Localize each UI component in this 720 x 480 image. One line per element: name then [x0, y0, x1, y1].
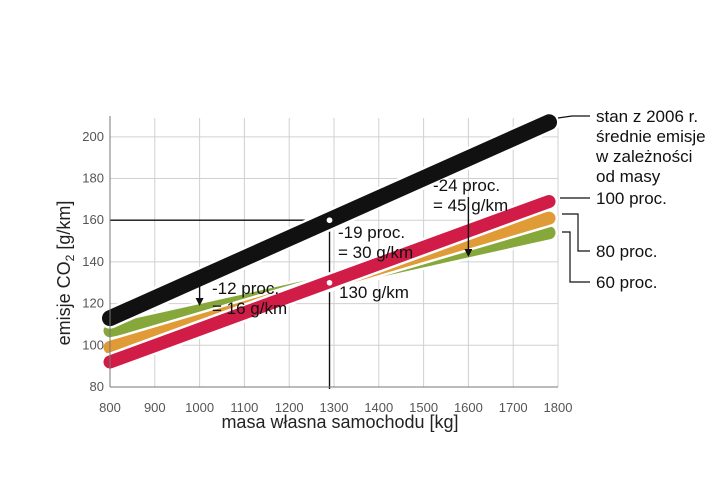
annotation-12-proc: -12 proc. = 16 g/km	[212, 279, 287, 318]
x-tick-label: 1000	[185, 400, 214, 415]
legend-leader-60	[562, 231, 590, 283]
x-tick-label: 1400	[364, 400, 393, 415]
y-tick-label: 180	[82, 171, 104, 186]
x-tick-label: 900	[144, 400, 166, 415]
legend-label-2006-line: średnie emisje	[596, 127, 706, 146]
y-tick-label: 140	[82, 254, 104, 269]
arrow-24-proc-head	[464, 249, 473, 257]
reference-marker-lower	[325, 278, 334, 288]
annotation-24-proc-line: = 45 g/km	[433, 196, 508, 215]
annotations: -24 proc. = 45 g/km -19 proc. = 30 g/km -12 …	[195, 176, 508, 318]
y-tick-label: 80	[90, 379, 104, 394]
x-tick-label: 1700	[499, 400, 528, 415]
x-tick-label: 1200	[275, 400, 304, 415]
legend-label-80: 80 proc.	[596, 242, 657, 261]
x-tick-label: 1300	[320, 400, 349, 415]
legend-label-2006: stan z 2006 r. średnie emisje w zależności…	[595, 107, 706, 186]
legend-label-2006-line: w zależności	[595, 147, 692, 166]
annotation-24-proc-line: -24 proc.	[433, 176, 500, 195]
annotation-130-line: 130 g/km	[339, 283, 409, 302]
legend-label-2006-line: stan z 2006 r.	[596, 107, 698, 126]
annotation-19-proc-line: = 30 g/km	[338, 243, 413, 262]
x-tick-label: 800	[99, 400, 121, 415]
annotation-12-proc-line: = 16 g/km	[212, 299, 287, 318]
annotation-130: 130 g/km	[339, 283, 409, 302]
y-tick-label: 200	[82, 129, 104, 144]
legend-label-60: 60 proc.	[596, 273, 657, 292]
y-tick-label: 160	[82, 212, 104, 227]
x-tick-label: 1100	[230, 400, 258, 415]
legend-label-100: 100 proc.	[596, 189, 667, 208]
reference-markers	[325, 215, 334, 288]
y-axis-title-subscript: 2	[63, 254, 77, 261]
x-tick-label: 1600	[454, 400, 483, 415]
axes: 800 900 1000 1100 1200 1300 1400 1500 1600 1700 18…	[54, 116, 572, 432]
reference-marker-upper	[325, 215, 334, 225]
legend-leader-2006	[557, 115, 590, 119]
legend-leader-80	[562, 213, 590, 252]
annotation-19-proc: -19 proc. = 30 g/km	[338, 223, 413, 262]
x-tick-label: 1800	[544, 400, 573, 415]
legend: stan z 2006 r. średnie emisje w zależności…	[557, 107, 706, 292]
reference-lines	[110, 219, 331, 389]
annotation-19-proc-line: -19 proc.	[338, 223, 405, 242]
y-axis-title-unit: [g/km]	[54, 201, 74, 255]
y-axis-title: emisje CO2 [g/km]	[54, 201, 77, 346]
arrow-12-proc-head	[195, 298, 204, 306]
legend-label-60-line: 60 proc.	[596, 273, 657, 292]
y-axis-title-main: emisje CO	[54, 261, 74, 345]
x-axis-title: masa własna samochodu [kg]	[221, 412, 458, 432]
legend-label-100-line: 100 proc.	[596, 189, 667, 208]
annotation-24-proc: -24 proc. = 45 g/km	[433, 176, 508, 215]
annotation-12-proc-line: -12 proc.	[212, 279, 279, 298]
legend-label-2006-line: od masy	[596, 167, 661, 186]
y-tick-label: 100	[82, 337, 104, 352]
legend-label-80-line: 80 proc.	[596, 242, 657, 261]
y-tick-label: 120	[82, 296, 104, 311]
x-tick-label: 1500	[409, 400, 438, 415]
